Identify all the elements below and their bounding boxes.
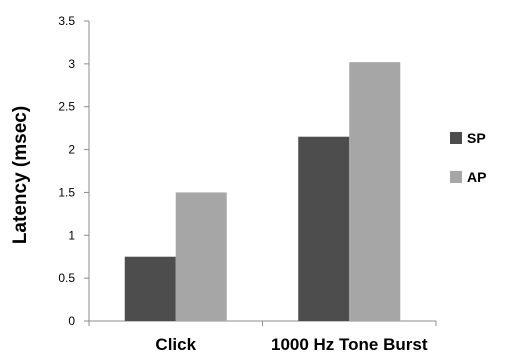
bar-sp-0: [124, 256, 176, 321]
y-tick-label: 0: [68, 314, 75, 328]
legend-label-sp: SP: [467, 130, 486, 146]
y-tick-label: 3.5: [58, 14, 75, 28]
legend: SP AP: [450, 130, 486, 185]
legend-label-ap: AP: [467, 169, 486, 185]
x-category-label: Click: [155, 335, 196, 352]
y-tick-label: 2: [68, 143, 75, 157]
bar-sp-1: [298, 136, 350, 321]
y-tick-label: 1: [68, 228, 75, 242]
bar-ap-1: [349, 62, 401, 322]
y-tick-label: 2.5: [58, 100, 75, 114]
y-axis-label: Latency (msec): [10, 106, 31, 244]
x-category-labels: Click 1000 Hz Tone Burst: [155, 335, 428, 354]
legend-swatch-ap: [450, 171, 462, 183]
bar-ap-0: [175, 192, 227, 321]
y-tick-label: 3: [68, 57, 75, 71]
y-tick-labels: 0 0.5 1 1.5 2 2.5 3 3.5: [58, 14, 89, 328]
legend-swatch-sp: [450, 132, 462, 144]
bars-group: [124, 62, 401, 322]
y-tick-label: 1.5: [58, 185, 75, 199]
y-tick-label: 0.5: [58, 271, 75, 285]
x-category-label: 1000 Hz Tone Burst: [271, 335, 428, 352]
